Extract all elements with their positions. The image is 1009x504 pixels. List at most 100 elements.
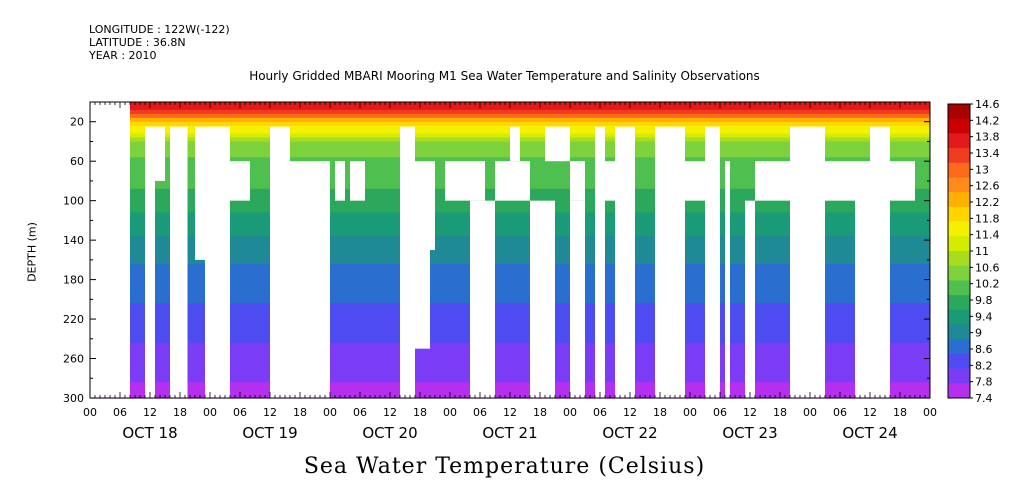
colorbar-swatch [948,162,970,178]
heatmap-cell [90,362,930,368]
colorbar-swatch [948,236,970,252]
colorbar-label: 8.2 [975,359,993,372]
colorbar-swatch [948,104,970,120]
y-axis: 20 60 100 140 180 220 260 300 [63,101,930,405]
colorbar-label: 9.8 [975,294,993,307]
colorbar-label: 14.2 [975,114,1000,127]
colorbar-label: 11 [975,245,989,258]
colorbar-swatch [948,339,970,355]
x-tick-label: 00 [563,406,577,419]
heatmap-cell [90,208,930,214]
heatmap-cell [90,350,930,356]
colorbar-swatch [948,309,970,325]
x-tick-label: 12 [743,406,757,419]
colorbar-swatch [948,280,970,296]
colorbar-label: 14.6 [975,98,1000,111]
y-tick-label: 20 [70,116,84,129]
heatmap-cell [90,267,930,273]
missing-data-gap [545,126,555,162]
heatmap-cell [90,307,930,312]
x-tick-label: 18 [293,406,307,419]
heatmap-cell [90,105,930,111]
colorbar-swatch [948,177,970,193]
missing-data-gap [510,126,520,162]
heatmap-cell [90,220,930,225]
heatmap-cell [90,374,930,379]
colorbar-label: 11.8 [975,212,1000,225]
heatmap-cell [90,240,930,245]
colorbar-label: 10.6 [975,261,1000,274]
heatmap-cell [90,370,930,375]
missing-data-gap [790,126,825,399]
colorbar-label: 9.4 [975,310,993,323]
x-tick-label: 00 [803,406,817,419]
colorbar-swatch [948,383,970,399]
colorbar-swatch [948,133,970,149]
colorbar-label: 7.4 [975,392,993,405]
colorbar-swatch [948,192,970,208]
missing-data-gap [415,161,435,250]
colorbar-label: 12.6 [975,180,1000,193]
heatmap-cell [90,224,930,229]
heatmap-cell [90,113,930,119]
x-tick-label: 00 [203,406,217,419]
colorbar-swatch [948,324,970,340]
missing-data-gap [725,161,730,398]
heatmap-cell [90,236,930,241]
heatmap-cell [90,228,930,233]
missing-data-gap [230,161,250,201]
heatmap-cell [90,358,930,364]
missing-data-gap [400,126,415,399]
x-tick-label: 18 [533,406,547,419]
missing-data-gap [290,161,330,398]
heatmap-cell [90,263,930,269]
heatmap-cell [90,378,930,383]
missing-data-gap [745,200,755,398]
heatmap-cell [90,326,930,332]
y-tick-label: 180 [63,274,84,287]
x-day-label: OCT 22 [602,424,657,442]
missing-data-gap [655,126,685,399]
heatmap-cell [90,200,930,206]
missing-data-gap [205,126,230,399]
x-tick-label: 18 [173,406,187,419]
missing-data-gap [870,126,890,399]
colorbar: 14.6 14.2 13.8 13.4 13 12.6 12.2 11.8 11.4 11 10.6… [947,98,1000,405]
heatmap-cell [90,117,930,123]
missing-data-gap [495,161,530,201]
x-tick-label: 06 [473,406,487,419]
missing-data-gap [415,250,430,349]
x-tick-label: 00 [83,406,97,419]
missing-data-gap [855,161,870,398]
heatmap-cell [90,346,930,352]
y-tick-label: 100 [63,195,84,208]
x-tick-label: 06 [833,406,847,419]
missing-data-gaps [90,102,915,399]
heatmap-cell [90,330,930,336]
missing-data-gap [825,161,855,201]
x-axis: 00 06 12 18 00 06 12 18 00 06 12 18 00 06 12 18 00 06 12 18… [83,102,937,442]
y-tick-label: 260 [63,353,84,366]
colorbar-label: 13.8 [975,131,1000,144]
missing-data-gap [595,126,605,399]
heatmap-cell [90,244,930,249]
chart-title: Hourly Gridded MBARI Mooring M1 Sea Wate… [249,69,760,83]
heatmap-cell [90,303,930,308]
heatmap-cell [90,315,930,320]
missing-data-gap [145,126,155,399]
colorbar-label: 8.6 [975,343,993,356]
x-day-label: OCT 18 [122,424,177,442]
missing-data-gap [335,161,345,201]
colorbar-swatch [948,251,970,267]
x-day-label: OCT 21 [482,424,537,442]
y-tick-label: 60 [70,155,84,168]
missing-data-gap [195,126,205,260]
y-tick-label: 300 [63,392,84,405]
colorbar-label: 13 [975,163,989,176]
heatmap-cell [90,275,930,281]
heatmap-cell [90,382,930,387]
heatmap-cell [90,212,930,218]
colorbar-swatch [948,265,970,281]
x-tick-label: 00 [323,406,337,419]
